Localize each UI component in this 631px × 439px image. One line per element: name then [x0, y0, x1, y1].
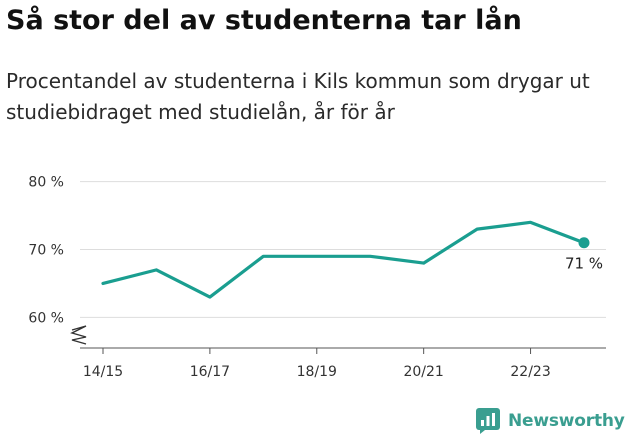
y-tick-label: 70 % [28, 243, 64, 259]
end-value-label: 71 % [565, 255, 603, 273]
brand-name: Newsworthy [508, 411, 625, 431]
x-tick-label: 22/23 [510, 364, 550, 380]
series-line [101, 220, 586, 299]
end-point-marker [578, 237, 590, 249]
newsworthy-logo-icon [476, 408, 500, 434]
x-tick-label: 20/21 [403, 364, 443, 380]
series-group: 71 % [101, 220, 603, 299]
x-tick-label: 16/17 [190, 364, 230, 380]
x-axis-ticks: 14/15 16/17 18/19 20/21 22/23 [83, 348, 551, 380]
chart-subtitle: Procentandel av studenterna i Kils kommu… [6, 69, 590, 124]
x-tick-label: 18/19 [297, 364, 337, 380]
y-tick-label: 80 % [28, 175, 64, 191]
axis-break-icon [70, 325, 87, 345]
gridlines [80, 181, 606, 318]
brand-logo: Newsworthy [476, 408, 625, 434]
x-tick-label: 14/15 [83, 364, 123, 380]
y-tick-label: 60 % [28, 310, 64, 326]
y-axis-labels: 60 % 70 % 80 % [28, 175, 64, 327]
chart-title: Så stor del av studenterna tar lån [6, 5, 522, 36]
